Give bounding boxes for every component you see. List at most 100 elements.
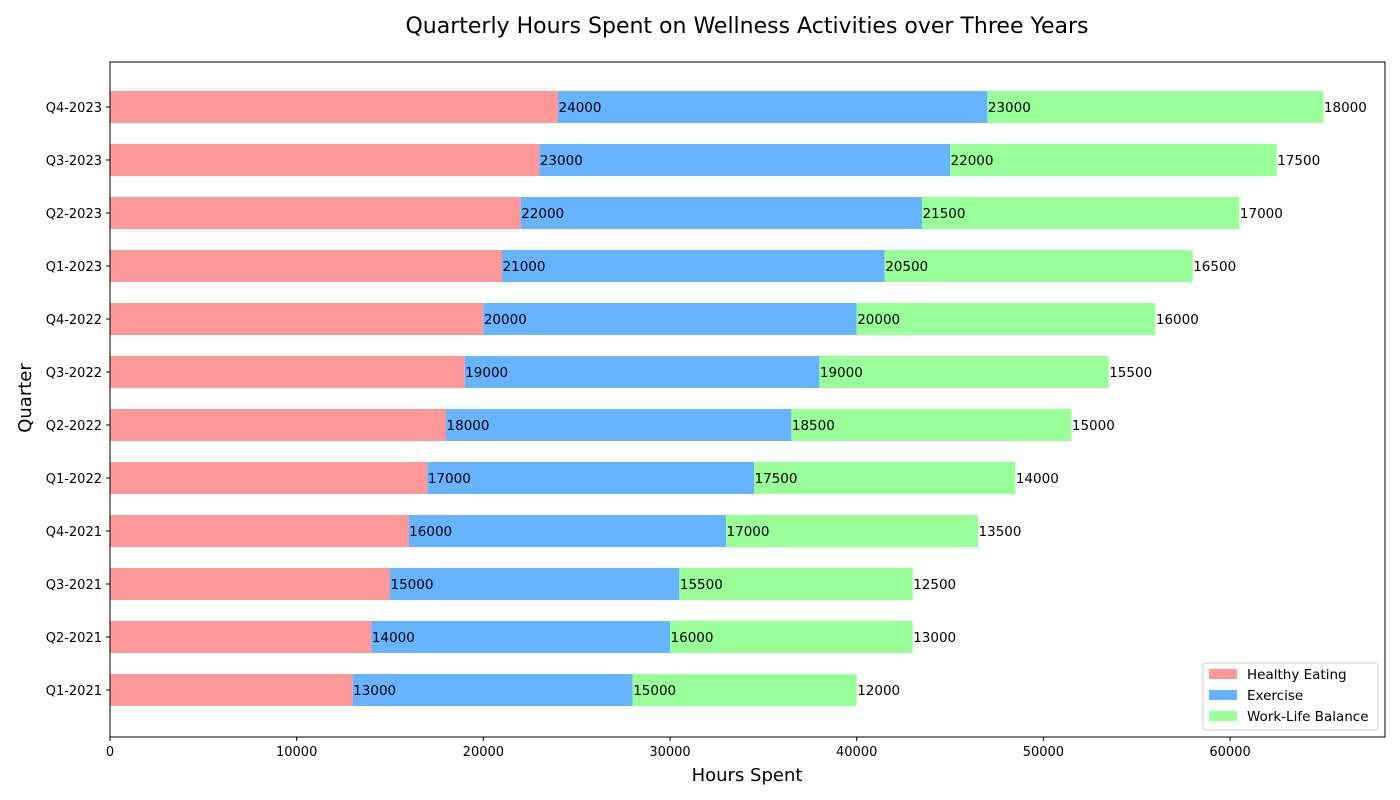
x-tick-label: 0 — [106, 745, 114, 760]
y-tick-label: Q1-2022 — [46, 472, 102, 487]
bar-value-label: 20500 — [885, 259, 928, 275]
bar-segment — [110, 568, 391, 600]
bar-value-label: 13000 — [353, 683, 396, 699]
x-tick-label: 20000 — [463, 745, 504, 760]
x-tick-label: 10000 — [276, 745, 317, 760]
bar-value-label: 17000 — [727, 524, 770, 540]
bar-segment — [502, 250, 885, 282]
y-tick-label: Q2-2023 — [46, 207, 102, 222]
bar-segment — [558, 91, 988, 123]
bar-segment — [464, 356, 820, 388]
bar-value-label: 23000 — [540, 153, 583, 169]
bar-value-label: 16000 — [1156, 312, 1199, 328]
bar-segment — [408, 515, 727, 547]
bar-value-label: 18000 — [447, 418, 490, 434]
bar-segment — [390, 568, 680, 600]
data-labels-layer: 13000 15000 12000 14000 16000 13000 15000 15500… — [353, 100, 1367, 699]
bar-segment — [726, 515, 979, 547]
x-tick-label: 50000 — [1023, 745, 1064, 760]
bar-value-label: 15500 — [680, 577, 723, 593]
x-tick-label: 30000 — [649, 745, 690, 760]
bar-segment — [856, 303, 1156, 335]
bar-value-label: 17000 — [1240, 206, 1283, 222]
bar-segment — [754, 462, 1016, 494]
bar-value-label: 23000 — [988, 100, 1031, 116]
y-tick-label: Q2-2021 — [46, 631, 102, 646]
bar-segment — [110, 462, 428, 494]
bar-value-label: 22000 — [521, 206, 564, 222]
bar-value-label: 21500 — [923, 206, 966, 222]
bar-segment — [446, 409, 792, 441]
bar-value-label: 18000 — [1324, 100, 1367, 116]
bar-value-label: 16000 — [671, 630, 714, 646]
bar-segment — [110, 250, 503, 282]
bar-segment — [679, 568, 913, 600]
y-tick-label: Q1-2023 — [46, 260, 102, 275]
legend-swatch — [1209, 690, 1237, 700]
legend-entry-label: Healthy Eating — [1247, 667, 1347, 683]
bar-value-label: 17500 — [755, 471, 798, 487]
bar-segment — [110, 144, 540, 176]
bar-value-label: 12500 — [913, 577, 956, 593]
bar-value-label: 18500 — [792, 418, 835, 434]
bar-value-label: 17500 — [1277, 153, 1320, 169]
bar-segment — [110, 197, 521, 229]
bar-segment — [483, 303, 857, 335]
bar-value-label: 14000 — [1016, 471, 1059, 487]
y-tick-label: Q4-2023 — [46, 101, 102, 116]
bar-segment — [110, 409, 447, 441]
bar-value-label: 15000 — [633, 683, 676, 699]
y-ticks-layer: Q1-2021 Q2-2021 Q3-2021 Q4-2021 Q1-2022 Q2-20… — [46, 101, 110, 699]
bar-segment — [987, 91, 1324, 123]
y-tick-label: Q3-2023 — [46, 154, 102, 169]
y-tick-label: Q3-2021 — [46, 578, 102, 593]
bar-value-label: 13500 — [979, 524, 1022, 540]
bar-segment — [110, 621, 372, 653]
x-tick-label: 40000 — [836, 745, 877, 760]
bar-segment — [371, 621, 671, 653]
bar-value-label: 21000 — [503, 259, 546, 275]
legend-swatch — [1209, 711, 1237, 721]
bar-value-label: 15500 — [1109, 365, 1152, 381]
bar-value-label: 16000 — [409, 524, 452, 540]
bar-segment — [110, 515, 409, 547]
bar-segment — [520, 197, 923, 229]
bar-segment — [950, 144, 1277, 176]
bar-value-label: 15000 — [1072, 418, 1115, 434]
bar-value-label: 20000 — [484, 312, 527, 328]
bar-segment — [819, 356, 1109, 388]
bar-value-label: 24000 — [559, 100, 602, 116]
y-tick-label: Q1-2021 — [46, 684, 102, 699]
bar-value-label: 14000 — [372, 630, 415, 646]
bar-value-label: 17000 — [428, 471, 471, 487]
legend-swatch — [1209, 669, 1237, 679]
bars-layer — [110, 91, 1324, 706]
bar-segment — [110, 674, 353, 706]
legend-box — [1202, 662, 1379, 731]
legend-entry-label: Exercise — [1247, 688, 1303, 704]
bar-segment — [791, 409, 1072, 441]
bar-segment — [110, 303, 484, 335]
bar-segment — [670, 621, 913, 653]
bar-segment — [427, 462, 755, 494]
bar-segment — [922, 197, 1240, 229]
bar-value-label: 19000 — [820, 365, 863, 381]
legend-entry-label: Work-Life Balance — [1247, 709, 1369, 725]
bar-segment — [632, 674, 857, 706]
legend: Healthy Eating Exercise Work-Life Balance — [1202, 662, 1379, 731]
bar-segment — [884, 250, 1193, 282]
x-tick-label: 60000 — [1209, 745, 1250, 760]
bar-value-label: 12000 — [857, 683, 900, 699]
y-axis-label: Quarter — [15, 363, 36, 433]
chart-title: Quarterly Hours Spent on Wellness Activi… — [405, 14, 1088, 39]
y-tick-label: Q4-2021 — [46, 525, 102, 540]
y-tick-label: Q4-2022 — [46, 313, 102, 328]
bar-segment — [539, 144, 951, 176]
bar-value-label: 16500 — [1193, 259, 1236, 275]
x-ticks-layer: 0 10000 20000 30000 40000 50000 60000 — [106, 737, 1251, 760]
bar-value-label: 13000 — [913, 630, 956, 646]
bar-value-label: 22000 — [951, 153, 994, 169]
bar-value-label: 19000 — [465, 365, 508, 381]
